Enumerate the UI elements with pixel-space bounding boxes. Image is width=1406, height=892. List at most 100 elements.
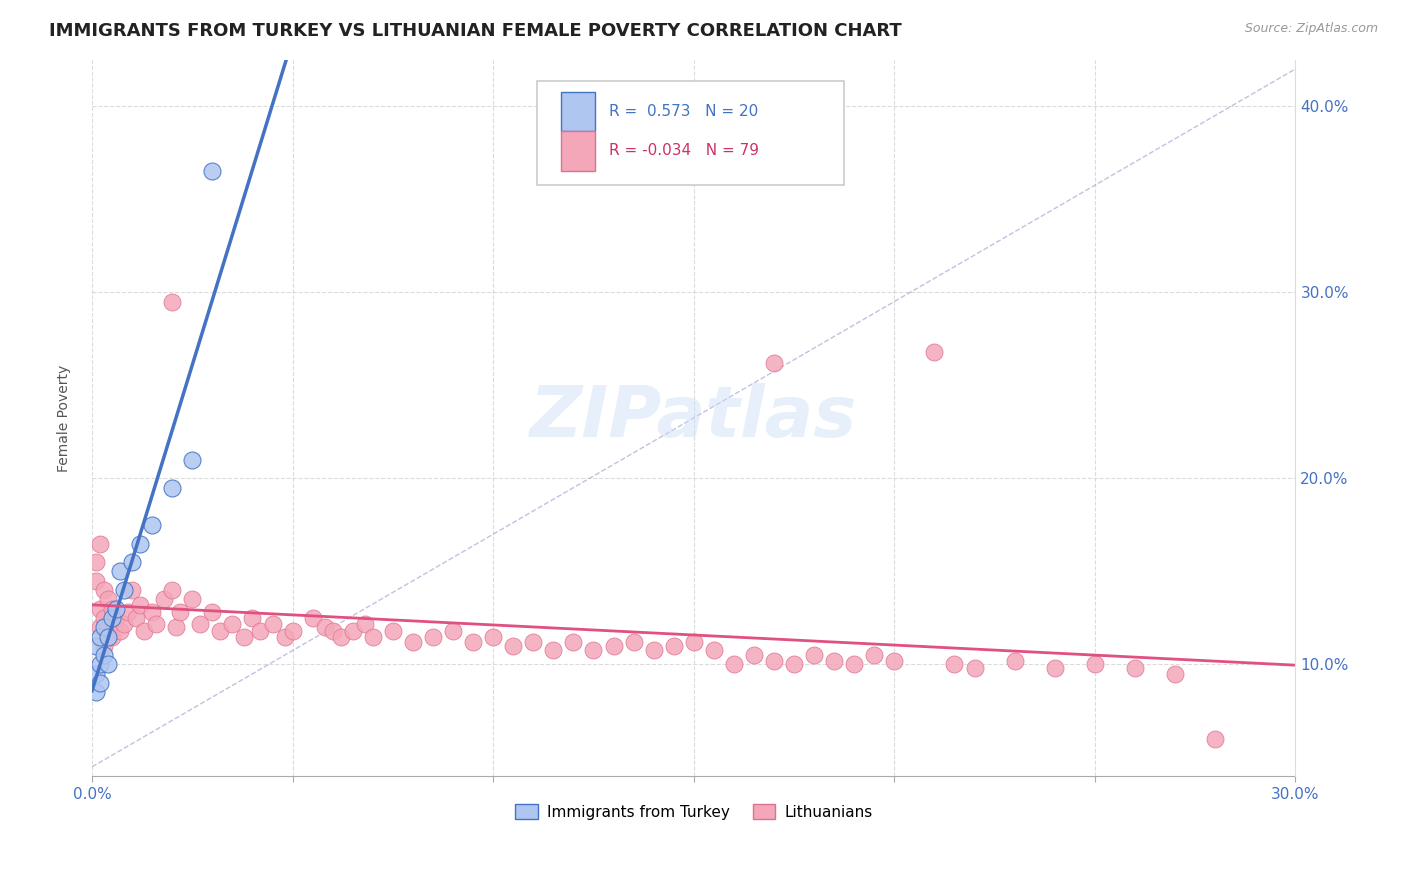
Point [602, 639, 624, 653]
Point [522, 635, 544, 649]
Point [89, 536, 111, 550]
Point [643, 642, 665, 657]
Point [121, 582, 143, 597]
Point [112, 616, 135, 631]
Point [108, 624, 131, 638]
Point [84, 639, 107, 653]
Point [803, 648, 825, 663]
Y-axis label: Female Poverty: Female Poverty [58, 364, 72, 472]
Point [543, 642, 565, 657]
Text: IMMIGRANTS FROM TURKEY VS LITHUANIAN FEMALE POVERTY CORRELATION CHART: IMMIGRANTS FROM TURKEY VS LITHUANIAN FEM… [49, 22, 903, 40]
Point [97, 620, 120, 634]
Point [89, 630, 111, 644]
Point [89, 676, 111, 690]
FancyBboxPatch shape [561, 92, 595, 131]
Point [1043, 661, 1066, 675]
Point [93, 582, 115, 597]
Point [924, 344, 946, 359]
FancyBboxPatch shape [561, 131, 595, 170]
Point [141, 606, 163, 620]
Point [162, 582, 184, 597]
Point [461, 635, 484, 649]
Point [562, 635, 585, 649]
Point [883, 654, 905, 668]
Point [314, 620, 336, 634]
Point [262, 616, 284, 631]
Point [209, 624, 232, 638]
Point [84, 666, 107, 681]
Point [742, 648, 765, 663]
Point [153, 592, 176, 607]
Point [125, 611, 148, 625]
Point [682, 635, 704, 649]
Point [322, 624, 344, 638]
Point [162, 294, 184, 309]
Point [93, 611, 115, 625]
Point [582, 642, 605, 657]
Point [863, 648, 886, 663]
Point [141, 517, 163, 532]
Point [93, 620, 115, 634]
Point [105, 611, 128, 625]
Point [121, 555, 143, 569]
Text: R =  0.573   N = 20: R = 0.573 N = 20 [609, 104, 759, 119]
Point [623, 635, 645, 649]
Point [233, 630, 256, 644]
Point [329, 630, 352, 644]
Point [823, 654, 845, 668]
Point [381, 624, 404, 638]
Point [844, 657, 866, 672]
FancyBboxPatch shape [537, 81, 844, 185]
Point [112, 582, 135, 597]
Point [108, 565, 131, 579]
Point [181, 452, 204, 467]
Point [117, 606, 139, 620]
Point [89, 620, 111, 634]
Point [97, 630, 120, 644]
Point [662, 639, 685, 653]
Point [353, 616, 375, 631]
Point [943, 657, 966, 672]
Text: R = -0.034   N = 79: R = -0.034 N = 79 [609, 144, 759, 159]
Point [502, 639, 524, 653]
Point [165, 620, 187, 634]
Point [201, 606, 224, 620]
Point [963, 661, 986, 675]
Point [249, 624, 271, 638]
Point [169, 606, 191, 620]
Point [482, 630, 505, 644]
Point [105, 601, 128, 615]
Text: Source: ZipAtlas.com: Source: ZipAtlas.com [1244, 22, 1378, 36]
Point [162, 481, 184, 495]
Point [93, 648, 115, 663]
Point [1204, 731, 1226, 746]
Point [242, 611, 264, 625]
Point [422, 630, 444, 644]
Point [1164, 666, 1187, 681]
Point [301, 611, 323, 625]
Point [101, 611, 124, 625]
Point [188, 616, 211, 631]
Point [84, 555, 107, 569]
Point [129, 536, 152, 550]
Point [762, 654, 785, 668]
Point [89, 601, 111, 615]
Point [441, 624, 464, 638]
Point [84, 685, 107, 699]
Point [402, 635, 425, 649]
Text: ZIPatlas: ZIPatlas [530, 384, 858, 452]
Point [89, 657, 111, 672]
Point [84, 574, 107, 588]
Point [273, 630, 295, 644]
Point [1004, 654, 1026, 668]
Point [101, 601, 124, 615]
Point [723, 657, 745, 672]
Point [361, 630, 384, 644]
Point [281, 624, 304, 638]
Point [145, 616, 167, 631]
Point [1123, 661, 1146, 675]
Point [342, 624, 364, 638]
Point [134, 624, 156, 638]
Point [703, 642, 725, 657]
Point [101, 630, 124, 644]
